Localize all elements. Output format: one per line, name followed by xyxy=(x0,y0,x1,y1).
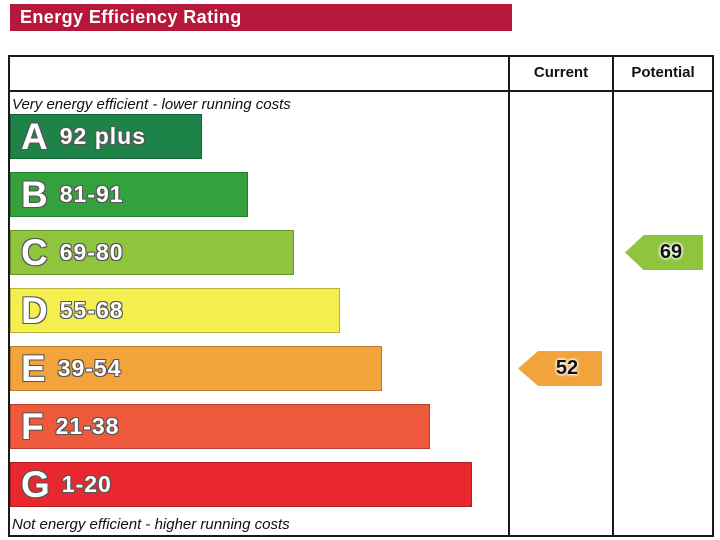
potential-value: 69 xyxy=(659,241,683,263)
band-letter: B xyxy=(21,174,48,215)
title-bar: Energy Efficiency Rating xyxy=(10,4,512,31)
band-bar-d: D 55-68 xyxy=(10,288,340,333)
top-note: Very energy efficient - lower running co… xyxy=(12,96,291,113)
table-border-left xyxy=(8,57,10,535)
band-letter: F xyxy=(21,406,44,447)
table-border-right xyxy=(712,57,714,535)
band-range: 21-38 xyxy=(55,413,120,439)
bottom-note: Not energy efficient - higher running co… xyxy=(12,516,290,533)
band-letter: A xyxy=(21,116,48,157)
band-range: 1-20 xyxy=(61,471,112,497)
band-letter: G xyxy=(21,464,50,505)
column-header-current: Current xyxy=(533,64,589,81)
band-range: 92 plus xyxy=(59,123,146,149)
band-bar-a: A 92 plus xyxy=(10,114,202,159)
column-header-potential: Potential xyxy=(631,64,695,81)
rating-table: Current Potential Very energy efficient … xyxy=(8,55,714,537)
potential-column-divider xyxy=(612,57,614,535)
band-range: 55-68 xyxy=(59,297,124,323)
band-range: 81-91 xyxy=(59,181,124,207)
band-letter: E xyxy=(21,348,46,389)
band-bar-e: E 39-54 xyxy=(10,346,382,391)
band-letter: D xyxy=(21,290,48,331)
potential-indicator: 69 xyxy=(625,235,703,270)
current-indicator: 52 xyxy=(518,351,602,386)
header-separator-line xyxy=(8,90,714,92)
current-value: 52 xyxy=(555,357,579,379)
current-column-divider xyxy=(508,57,510,535)
band-range: 39-54 xyxy=(57,355,122,381)
page-title: Energy Efficiency Rating xyxy=(20,7,242,27)
band-range: 69-80 xyxy=(59,239,124,265)
band-bar-g: G 1-20 xyxy=(10,462,472,507)
band-bar-c: C 69-80 xyxy=(10,230,294,275)
band-letter: C xyxy=(21,232,48,273)
band-bar-f: F 21-38 xyxy=(10,404,430,449)
band-bar-b: B 81-91 xyxy=(10,172,248,217)
